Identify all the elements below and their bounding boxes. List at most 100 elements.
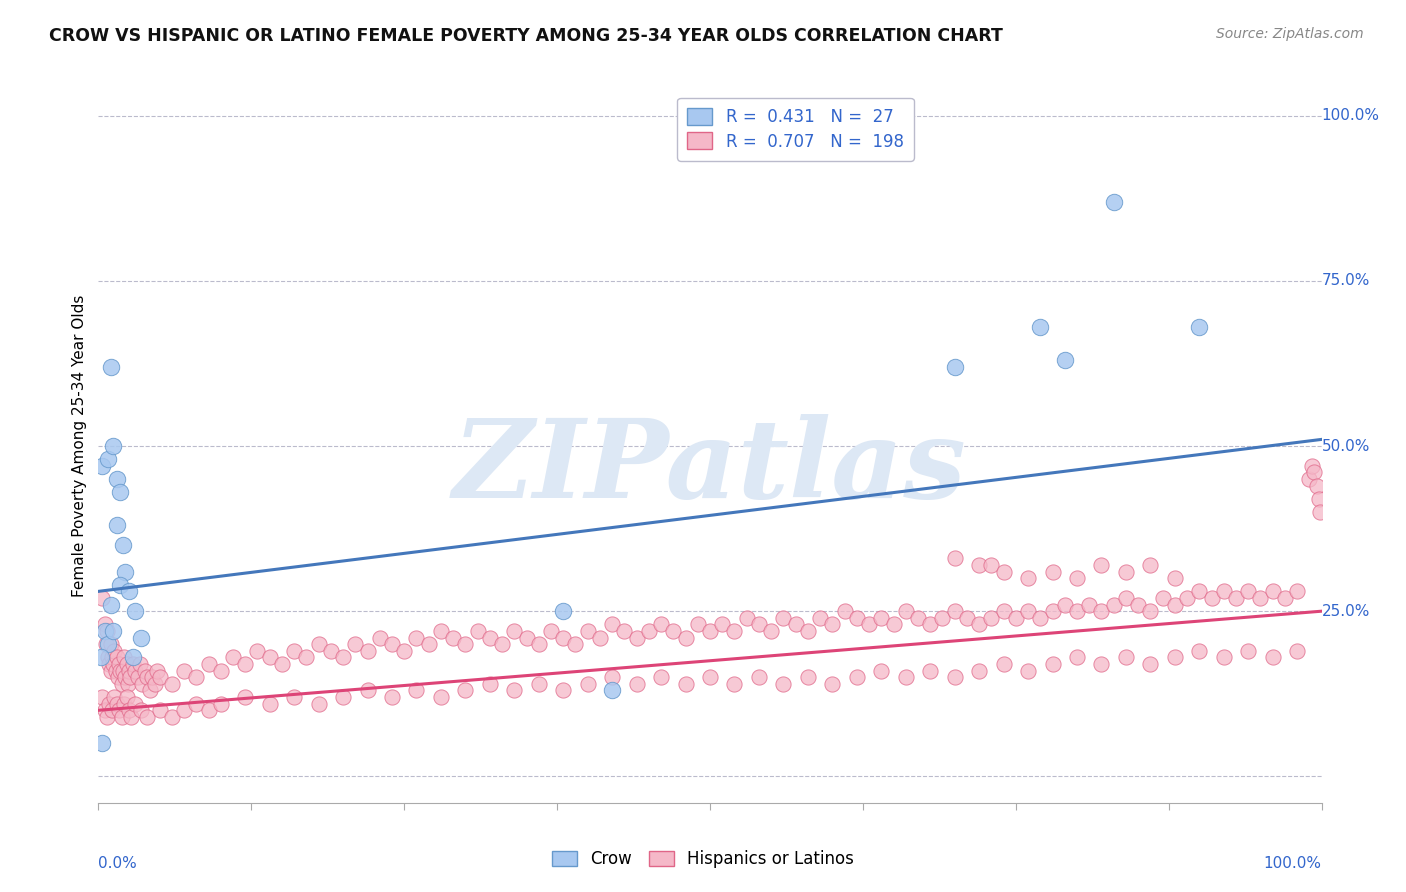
Point xyxy=(319,644,342,658)
Point xyxy=(108,703,131,717)
Point xyxy=(197,703,219,717)
Point xyxy=(96,624,118,638)
Point xyxy=(91,690,114,704)
Point xyxy=(1225,591,1247,605)
Point xyxy=(772,677,794,691)
Point xyxy=(1164,598,1187,612)
Legend: Crow, Hispanics or Latinos: Crow, Hispanics or Latinos xyxy=(546,844,860,875)
Point xyxy=(90,650,112,665)
Point xyxy=(91,736,114,750)
Point xyxy=(111,538,134,552)
Text: 25.0%: 25.0% xyxy=(1322,604,1369,619)
Point xyxy=(209,664,232,678)
Point xyxy=(1115,565,1137,579)
Point xyxy=(1274,591,1296,605)
Point xyxy=(1303,466,1326,480)
Point xyxy=(699,670,721,684)
Point xyxy=(1261,584,1284,599)
Point xyxy=(110,485,132,500)
Point xyxy=(980,558,1002,572)
Point xyxy=(1090,558,1112,572)
Point xyxy=(1175,591,1198,605)
Point xyxy=(1261,650,1284,665)
Point xyxy=(1139,657,1161,671)
Point xyxy=(112,697,135,711)
Text: 100.0%: 100.0% xyxy=(1322,108,1379,123)
Point xyxy=(308,637,330,651)
Point xyxy=(111,710,134,724)
Point xyxy=(1042,604,1064,618)
Point xyxy=(110,664,132,678)
Point xyxy=(283,644,305,658)
Point xyxy=(246,644,269,658)
Y-axis label: Female Poverty Among 25-34 Year Olds: Female Poverty Among 25-34 Year Olds xyxy=(72,295,87,597)
Legend: R =  0.431   N =  27, R =  0.707   N =  198: R = 0.431 N = 27, R = 0.707 N = 198 xyxy=(678,97,914,161)
Point xyxy=(233,690,256,704)
Point xyxy=(1164,650,1187,665)
Point xyxy=(650,617,672,632)
Point xyxy=(1102,194,1125,209)
Point xyxy=(797,670,820,684)
Point xyxy=(845,670,868,684)
Point xyxy=(1306,478,1329,492)
Point xyxy=(105,518,128,533)
Point xyxy=(503,624,526,638)
Point xyxy=(1286,644,1309,658)
Point xyxy=(209,697,232,711)
Point xyxy=(821,677,844,691)
Point xyxy=(943,670,966,684)
Point xyxy=(967,664,990,678)
Point xyxy=(91,458,114,473)
Point xyxy=(283,690,305,704)
Point xyxy=(368,631,391,645)
Point xyxy=(1017,571,1039,585)
Point xyxy=(675,631,697,645)
Point xyxy=(120,710,142,724)
Point xyxy=(308,697,330,711)
Point xyxy=(1102,598,1125,612)
Point xyxy=(131,677,153,691)
Point xyxy=(613,624,636,638)
Point xyxy=(93,703,115,717)
Point xyxy=(1090,657,1112,671)
Point xyxy=(93,624,115,638)
Point xyxy=(1164,571,1187,585)
Point xyxy=(491,637,513,651)
Point xyxy=(553,631,575,645)
Point xyxy=(136,670,159,684)
Point xyxy=(858,617,880,632)
Point xyxy=(1115,650,1137,665)
Point xyxy=(197,657,219,671)
Point xyxy=(101,657,124,671)
Point xyxy=(1090,604,1112,618)
Point xyxy=(650,670,672,684)
Point xyxy=(1066,604,1088,618)
Point xyxy=(956,611,979,625)
Point xyxy=(870,611,893,625)
Point xyxy=(943,551,966,566)
Point xyxy=(675,677,697,691)
Point xyxy=(118,584,141,599)
Point xyxy=(134,664,156,678)
Point xyxy=(967,617,990,632)
Point xyxy=(894,604,917,618)
Point xyxy=(637,624,661,638)
Point xyxy=(405,631,427,645)
Point xyxy=(1066,650,1088,665)
Point xyxy=(808,611,831,625)
Point xyxy=(785,617,807,632)
Point xyxy=(589,631,612,645)
Point xyxy=(1042,565,1064,579)
Point xyxy=(94,637,117,651)
Point xyxy=(233,657,256,671)
Point xyxy=(527,637,550,651)
Point xyxy=(114,565,136,579)
Point xyxy=(101,439,124,453)
Point xyxy=(100,359,122,374)
Point xyxy=(576,677,599,691)
Point xyxy=(821,617,844,632)
Point xyxy=(1053,353,1076,368)
Point xyxy=(105,650,128,665)
Point xyxy=(104,664,127,678)
Point xyxy=(186,670,208,684)
